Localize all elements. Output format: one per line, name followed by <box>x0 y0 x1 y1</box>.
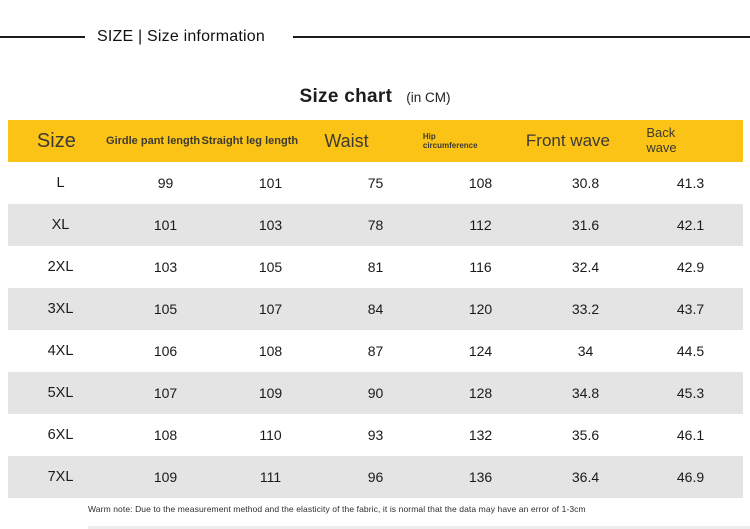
value-cell: 112 <box>469 217 492 233</box>
value-cell: 75 <box>367 175 384 191</box>
value-cell: 108 <box>468 175 493 191</box>
table-row-2xl: 2XL 103 105 81 116 32.4 42.9 <box>8 246 743 288</box>
table-row-l: L 99 101 75 108 30.8 41.3 <box>8 162 743 204</box>
size-label-cell: 6XL <box>47 427 74 443</box>
chart-title: Size chart (in CM) <box>0 86 750 108</box>
table-row-4xl: 4XL 106 108 87 124 34 44.5 <box>8 330 743 372</box>
value-cell: 32.4 <box>571 259 600 275</box>
chart-title-main: Size chart <box>299 86 393 107</box>
size-table: Size Girdle pant length Straight leg lengt… <box>8 120 743 498</box>
value-cell: 81 <box>367 259 384 275</box>
chart-title-unit: (in CM) <box>406 90 451 105</box>
value-cell: 45.3 <box>676 385 705 401</box>
value-cell: 36.4 <box>571 469 600 485</box>
value-cell: 108 <box>258 343 283 359</box>
table-row-6xl: 6XL 108 110 93 132 35.6 46.1 <box>8 414 743 456</box>
value-cell: 101 <box>153 217 178 233</box>
section-header: SIZE | Size information <box>0 24 750 50</box>
column-header-front-wave: Front wave <box>525 131 610 151</box>
bottom-divider <box>88 526 750 529</box>
value-cell: 31.6 <box>571 217 600 233</box>
table-row-xl: XL 101 103 78 112 31.6 42.1 <box>8 204 743 246</box>
column-header-hip-circumference: Hip circumference <box>422 131 478 150</box>
value-cell: 34 <box>577 343 594 359</box>
size-label-cell: L <box>56 175 65 191</box>
section-header-title: SIZE | Size information <box>97 28 265 45</box>
value-cell: 132 <box>468 427 493 443</box>
value-cell: 87 <box>367 343 384 359</box>
value-cell: 42.9 <box>676 259 705 275</box>
value-cell: 46.9 <box>676 469 705 485</box>
value-cell: 96 <box>367 469 384 485</box>
value-cell: 120 <box>468 301 493 317</box>
value-cell: 107 <box>153 385 178 401</box>
value-cell: 41.3 <box>676 175 705 191</box>
value-cell: 128 <box>468 385 493 401</box>
size-label-cell: 2XL <box>47 259 74 275</box>
warm-note: Warm note: Due to the measurement method… <box>88 504 586 514</box>
value-cell: 43.7 <box>676 301 705 317</box>
table-row-5xl: 5XL 107 109 90 128 34.8 45.3 <box>8 372 743 414</box>
value-cell: 84 <box>367 301 384 317</box>
value-cell: 46.1 <box>676 427 705 443</box>
value-cell: 103 <box>258 217 283 233</box>
column-header-back-wave: Back wave <box>646 125 677 155</box>
header-rule-right <box>292 36 750 38</box>
table-row-7xl: 7XL 109 111 96 136 36.4 46.9 <box>8 456 743 498</box>
value-cell: 116 <box>469 259 492 275</box>
value-cell: 101 <box>258 175 283 191</box>
value-cell: 103 <box>153 259 178 275</box>
column-header-waist: Waist <box>324 130 369 151</box>
value-cell: 105 <box>258 259 283 275</box>
column-header-girdle-pant-length: Girdle pant length <box>106 134 201 147</box>
value-cell: 30.8 <box>571 175 600 191</box>
size-label-cell: XL <box>51 217 70 233</box>
column-header-straight-leg-length: Straight leg length <box>201 134 299 147</box>
size-label-cell: 5XL <box>47 385 74 401</box>
value-cell: 44.5 <box>676 343 705 359</box>
value-cell: 34.8 <box>571 385 600 401</box>
value-cell: 105 <box>153 301 178 317</box>
column-header-size: Size <box>36 129 76 152</box>
value-cell: 110 <box>259 427 282 443</box>
value-cell: 99 <box>157 175 174 191</box>
table-row-3xl: 3XL 105 107 84 120 33.2 43.7 <box>8 288 743 330</box>
value-cell: 90 <box>367 385 384 401</box>
size-table-header: Size Girdle pant length Straight leg lengt… <box>8 120 743 162</box>
value-cell: 124 <box>468 343 493 359</box>
value-cell: 111 <box>259 469 282 485</box>
size-label-cell: 3XL <box>47 301 74 317</box>
value-cell: 109 <box>153 469 178 485</box>
value-cell: 106 <box>153 343 178 359</box>
value-cell: 78 <box>367 217 384 233</box>
size-label-cell: 7XL <box>47 469 74 485</box>
value-cell: 107 <box>258 301 283 317</box>
value-cell: 136 <box>468 469 493 485</box>
header-rule-left <box>0 36 85 38</box>
size-label-cell: 4XL <box>47 343 74 359</box>
value-cell: 93 <box>367 427 384 443</box>
value-cell: 35.6 <box>571 427 600 443</box>
size-table-body: L 99 101 75 108 30.8 41.3 XL 101 103 78 112 31.6 42.1… <box>8 162 743 498</box>
value-cell: 33.2 <box>571 301 600 317</box>
value-cell: 42.1 <box>676 217 705 233</box>
value-cell: 108 <box>153 427 178 443</box>
value-cell: 109 <box>258 385 283 401</box>
